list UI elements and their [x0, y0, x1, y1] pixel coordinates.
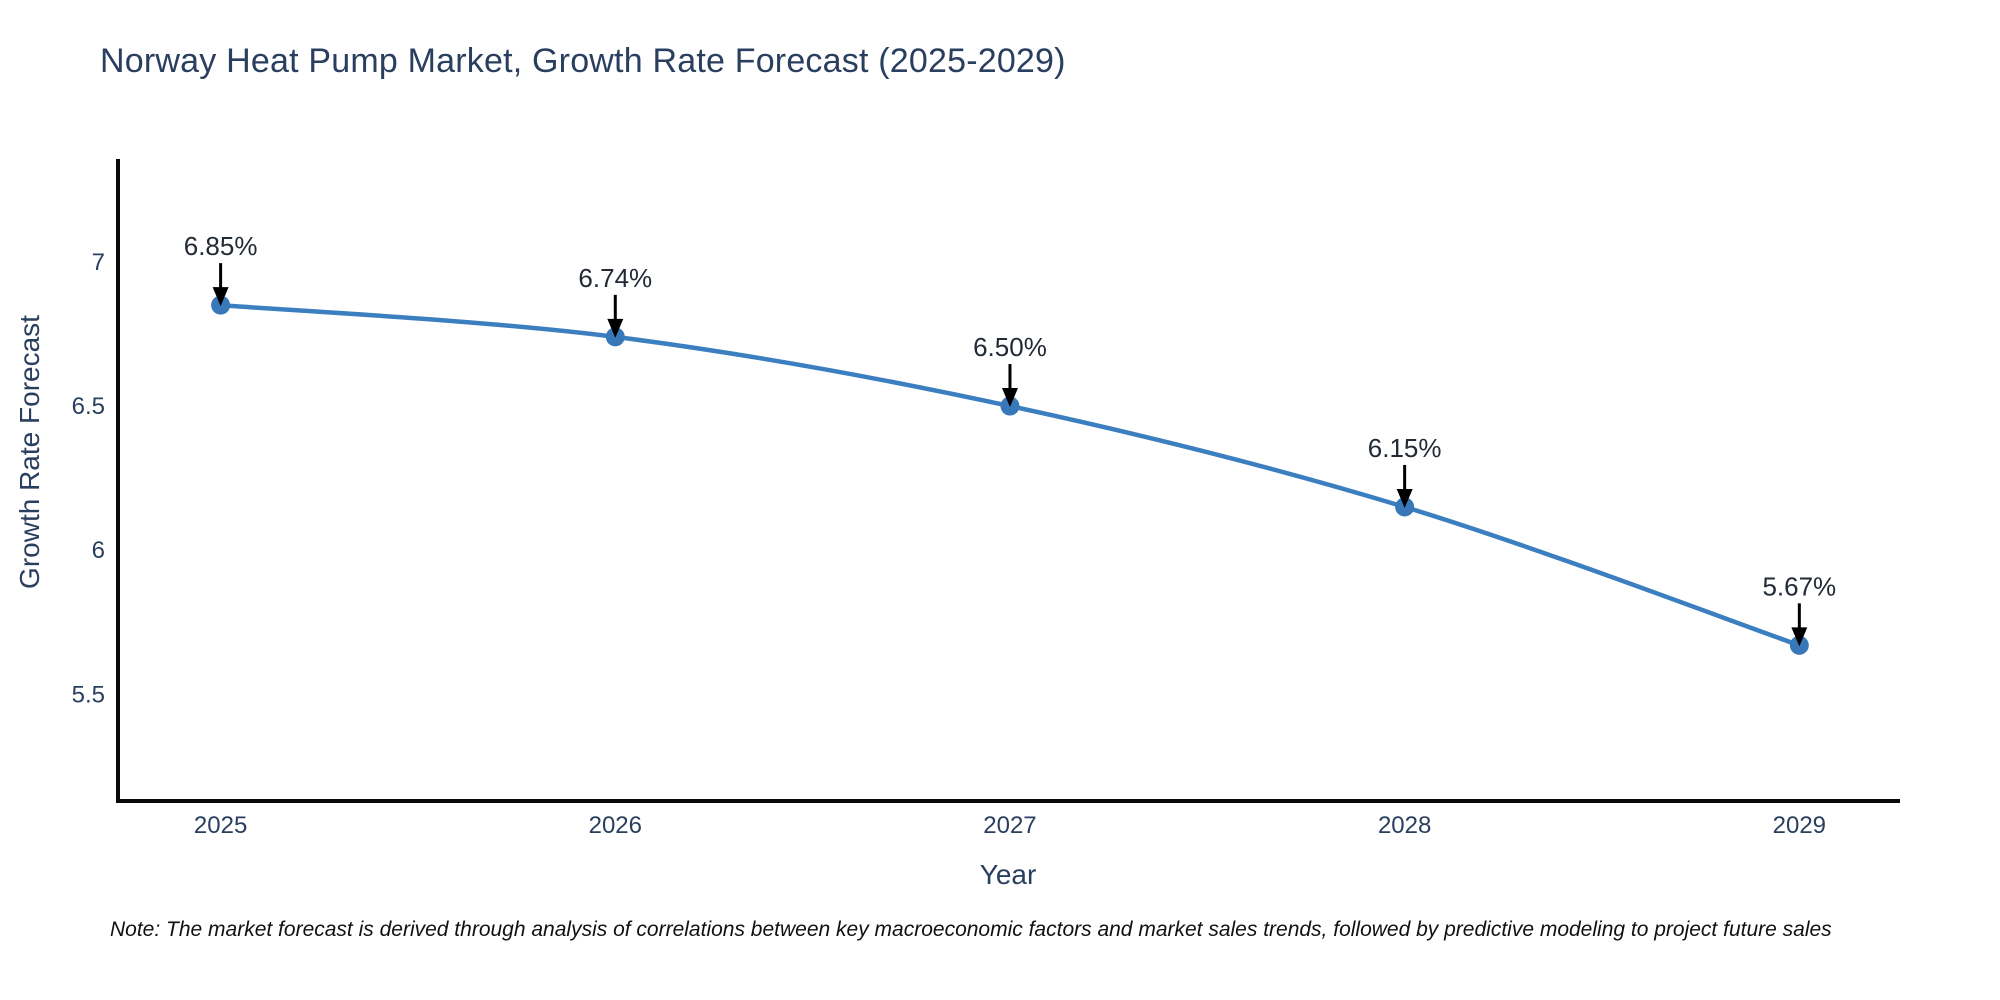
annotation-label: 6.74% [578, 263, 652, 293]
axis-lines [116, 159, 1900, 803]
annotation-label: 6.15% [1368, 433, 1442, 463]
annotation-label: 6.50% [973, 332, 1047, 362]
y-tick-label: 6.5 [72, 393, 105, 420]
x-tick-label: 2028 [1378, 812, 1431, 839]
annotation-arrowhead-icon [1791, 627, 1808, 647]
footer-note: Note: The market forecast is derived thr… [110, 918, 1832, 941]
annotation-arrowhead-icon [212, 287, 229, 307]
x-axis-title: Year [979, 859, 1037, 890]
x-tick-label: 2027 [983, 812, 1036, 839]
x-tick-label: 2029 [1773, 812, 1826, 839]
annotation-arrowhead-icon [1001, 388, 1018, 408]
annotation-arrowhead-icon [607, 318, 624, 338]
annotation-arrowhead-icon [1396, 488, 1413, 508]
y-tick-label: 5.5 [72, 681, 105, 708]
chart-title: Norway Heat Pump Market, Growth Rate For… [100, 42, 1066, 80]
x-tick-label: 2025 [194, 812, 247, 839]
x-tick-label: 2026 [589, 812, 642, 839]
y-tick-label: 7 [92, 249, 105, 276]
y-tick-label: 6 [92, 537, 105, 564]
annotation-label: 6.85% [184, 231, 258, 261]
annotation-label: 5.67% [1762, 571, 1836, 601]
y-axis-title: Growth Rate Forecast [14, 315, 45, 589]
